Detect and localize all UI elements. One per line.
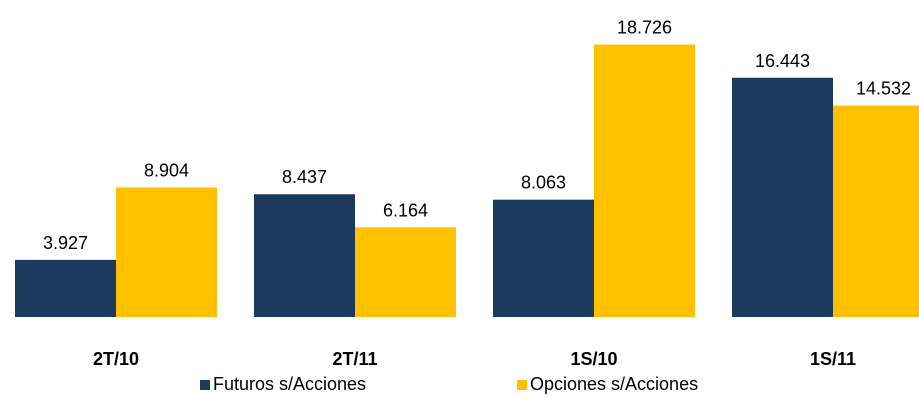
category-label-2t-11: 2T/11	[332, 349, 377, 369]
legend-item-series-2: Opciones s/Acciones	[517, 374, 698, 395]
category-labels-group: 2T/10 2T/11 1S/10 1S/11	[93, 349, 856, 369]
bar-2t-11-series-2	[355, 227, 456, 317]
bar-2t-10-series-2	[116, 187, 217, 317]
bar-1s-11-series-2	[833, 105, 919, 317]
value-label-2t-11-series-1: 8.437	[282, 167, 327, 187]
category-label-2t-10: 2T/10	[93, 349, 139, 369]
value-label-2t-10-series-1: 3.927	[43, 233, 88, 253]
legend: Futuros s/Acciones Opciones s/Acciones	[0, 374, 919, 398]
value-label-1s-11-series-1: 16.443	[755, 51, 810, 71]
legend-item-series-1: Futuros s/Acciones	[200, 374, 366, 395]
value-label-1s-10-series-1: 8.063	[521, 173, 566, 193]
bars-group	[15, 44, 919, 317]
bar-1s-11-series-1	[732, 77, 833, 317]
legend-swatch-series-1	[200, 379, 210, 390]
legend-label-series-2: Opciones s/Acciones	[530, 374, 699, 394]
value-label-1s-10-series-2: 18.726	[617, 18, 672, 38]
legend-swatch-series-2	[517, 379, 527, 390]
category-label-1s-10: 1S/10	[570, 349, 617, 369]
bar-1s-10-series-1	[493, 199, 594, 317]
category-label-1s-11: 1S/11	[810, 349, 856, 369]
value-label-1s-11-series-2: 14.532	[856, 79, 911, 99]
value-labels-group: 3.927 8.904 8.437 6.164 8.063 18.726 16.443 14.…	[43, 18, 911, 253]
bar-2t-10-series-1	[15, 259, 116, 317]
value-label-2t-10-series-2: 8.904	[144, 160, 189, 180]
bar-2t-11-series-1	[254, 194, 355, 317]
legend-label-series-1: Futuros s/Acciones	[213, 374, 367, 394]
value-label-2t-11-series-2: 6.164	[383, 200, 428, 220]
bar-1s-10-series-2	[594, 44, 695, 317]
